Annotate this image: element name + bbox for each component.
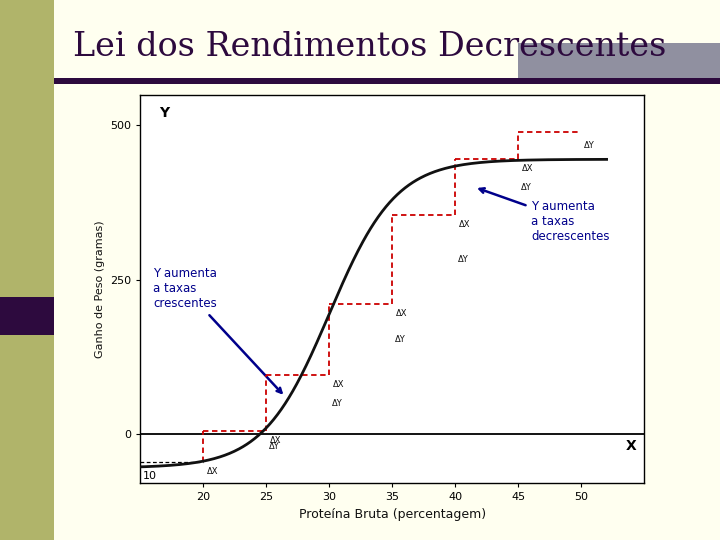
Text: ΔX: ΔX: [459, 220, 471, 229]
Text: Y: Y: [159, 106, 169, 120]
Text: ΔY: ΔY: [458, 255, 469, 264]
Text: Y aumenta
a taxas
decrescentes: Y aumenta a taxas decrescentes: [480, 188, 610, 242]
Text: ΔY: ΔY: [395, 335, 405, 345]
Text: ΔY: ΔY: [269, 442, 279, 451]
Text: ΔX: ΔX: [396, 309, 408, 318]
Text: ΔY: ΔY: [521, 183, 531, 192]
Text: ΔX: ΔX: [270, 436, 282, 445]
X-axis label: Proteína Bruta (percentagem): Proteína Bruta (percentagem): [299, 508, 486, 521]
Text: ΔX: ΔX: [207, 467, 219, 476]
Y-axis label: Ganho de Peso (gramas): Ganho de Peso (gramas): [95, 220, 104, 357]
Text: 10: 10: [143, 471, 157, 481]
Text: X: X: [626, 439, 636, 453]
Text: Y aumenta
a taxas
crescentes: Y aumenta a taxas crescentes: [153, 267, 282, 393]
Text: ΔY: ΔY: [332, 399, 343, 408]
Text: ΔY: ΔY: [584, 141, 595, 150]
Text: ΔX: ΔX: [522, 164, 534, 173]
Text: ΔX: ΔX: [333, 380, 345, 389]
Text: Lei dos Rendimentos Decrescentes: Lei dos Rendimentos Decrescentes: [73, 31, 666, 63]
